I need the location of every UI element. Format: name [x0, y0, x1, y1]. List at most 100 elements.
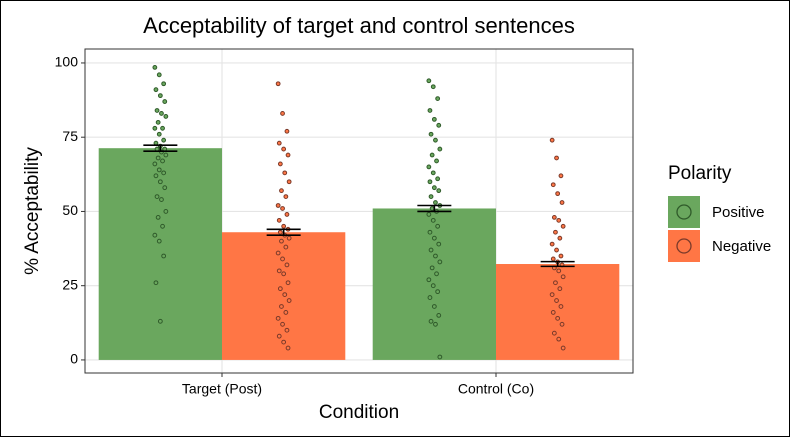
data-point	[152, 232, 158, 238]
data-point	[280, 206, 285, 211]
data-point	[437, 354, 443, 360]
data-point	[161, 81, 167, 87]
data-point	[431, 304, 437, 309]
data-point	[555, 315, 561, 321]
legend-label: Positive	[712, 204, 765, 221]
data-point	[157, 318, 163, 324]
data-point	[427, 179, 433, 185]
x-tick-label: Target (Post)	[182, 381, 262, 397]
data-point	[160, 125, 165, 131]
data-point	[558, 304, 564, 309]
data-point	[553, 280, 558, 286]
data-point	[156, 72, 162, 78]
data-point	[286, 298, 292, 303]
y-tick-label: 0	[70, 351, 78, 367]
data-point	[163, 114, 169, 119]
data-point	[157, 93, 163, 99]
data-point	[152, 161, 158, 167]
error-bar	[540, 260, 575, 268]
error-bar	[266, 228, 301, 237]
data-point	[162, 185, 168, 191]
data-point	[556, 336, 562, 342]
data-point	[155, 155, 161, 161]
data-point	[277, 286, 283, 292]
data-point	[276, 217, 282, 223]
data-point	[275, 250, 281, 256]
data-point	[153, 87, 159, 93]
data-point	[161, 253, 167, 259]
legend-title: Polarity	[668, 163, 732, 184]
data-point	[428, 247, 434, 253]
data-point	[437, 146, 443, 152]
data-point	[155, 214, 161, 220]
data-point	[436, 312, 442, 318]
data-point	[154, 108, 160, 113]
data-point	[554, 247, 559, 253]
data-point	[159, 197, 164, 202]
data-point	[551, 330, 557, 336]
error-bar	[143, 144, 178, 152]
data-point	[285, 152, 291, 158]
data-point	[550, 182, 556, 188]
data-point	[280, 321, 285, 327]
data-point	[153, 280, 159, 286]
data-point	[430, 84, 436, 90]
data-point	[280, 111, 285, 116]
data-point	[426, 277, 432, 283]
data-point	[436, 188, 442, 194]
y-tick-label: 100	[55, 54, 79, 70]
data-point	[550, 256, 556, 262]
data-point	[433, 321, 438, 327]
data-point	[559, 200, 565, 205]
data-point	[555, 191, 561, 197]
data-point	[281, 271, 287, 277]
data-point	[277, 161, 283, 167]
data-point	[435, 176, 441, 182]
data-point	[554, 298, 559, 303]
data-point	[554, 155, 559, 161]
data-point	[152, 65, 158, 70]
data-point	[426, 78, 432, 84]
data-point	[284, 128, 290, 134]
data-point	[435, 96, 441, 101]
data-point	[428, 131, 434, 137]
data-point	[427, 295, 433, 300]
data-point	[430, 217, 436, 223]
data-point	[559, 321, 565, 327]
data-point	[276, 140, 282, 146]
data-point	[275, 81, 281, 87]
data-point	[156, 167, 162, 173]
data-point	[431, 116, 437, 122]
data-point	[560, 274, 566, 280]
data-point	[436, 122, 442, 128]
data-point	[557, 286, 563, 292]
data-point	[435, 223, 441, 229]
data-point	[281, 146, 287, 152]
data-point	[431, 185, 437, 191]
data-point	[279, 188, 284, 194]
data-point	[434, 158, 439, 164]
x-tick-label: Control (Co)	[458, 381, 534, 397]
data-point	[281, 339, 287, 345]
data-point	[556, 217, 562, 223]
data-point	[283, 194, 289, 199]
legend-point	[676, 238, 692, 254]
data-point	[281, 223, 287, 229]
data-point	[285, 280, 291, 286]
data-point	[428, 318, 434, 324]
y-tick-label: 50	[62, 202, 78, 218]
data-point	[284, 327, 290, 333]
data-point	[427, 108, 433, 113]
data-point	[276, 268, 282, 274]
data-point	[160, 223, 165, 229]
data-point	[431, 235, 437, 241]
data-point	[277, 229, 283, 235]
data-point	[433, 253, 438, 259]
data-point	[163, 152, 169, 158]
y-axis-title: % Acceptability	[22, 147, 43, 275]
data-point	[430, 170, 436, 176]
data-point	[560, 345, 566, 351]
y-tick-label: 25	[62, 276, 78, 292]
data-point	[156, 238, 162, 244]
